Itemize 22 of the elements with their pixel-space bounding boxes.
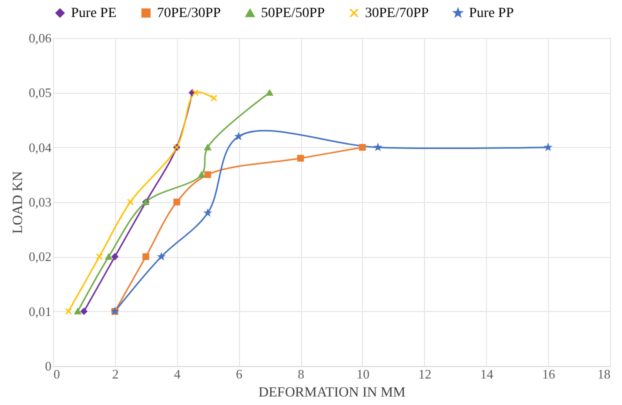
legend-label: Pure PE: [71, 6, 116, 21]
legend-label: 50PE/50PP: [261, 6, 326, 21]
y-tick-label: 0,04: [28, 140, 52, 155]
x-axis-title: DEFORMATION IN MM: [258, 386, 406, 400]
x-tick-label: 10: [356, 366, 370, 382]
legend-label: 70PE/30PP: [157, 6, 222, 21]
y-tick-label: 0,05: [28, 85, 52, 100]
legend-label: 30PE/70PP: [365, 6, 430, 21]
x-tick-label: 8: [298, 366, 304, 382]
y-tick-label: 0,02: [28, 249, 52, 264]
y-axis-title: LOAD KN: [10, 171, 26, 234]
legend-label: Pure PP: [469, 6, 514, 21]
x-tick-label: 14: [480, 366, 494, 382]
y-tick-label: 0,03: [28, 194, 52, 210]
x-tick-label: 18: [598, 366, 610, 382]
x-tick-label: 2: [112, 366, 119, 382]
x-tick-label: 16: [542, 366, 556, 382]
y-tick-label: 0,06: [28, 30, 52, 46]
y-tick-label: 0,01: [28, 304, 52, 319]
x-tick-label: 4: [174, 366, 182, 382]
x-tick-label: 6: [236, 366, 243, 382]
x-tick-label: 12: [418, 366, 432, 382]
